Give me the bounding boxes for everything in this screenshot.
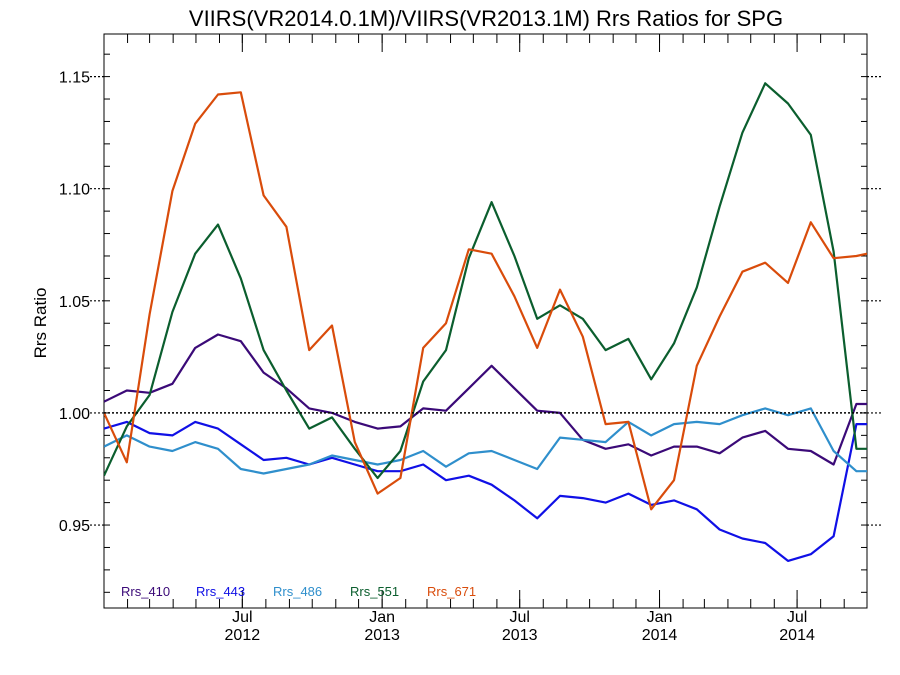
x-tick-month: Jan: [369, 609, 395, 626]
x-tick-month: Jan: [647, 609, 673, 626]
legend-entry-rrs-486: Rrs_486: [273, 584, 322, 599]
series-layer: [104, 82, 867, 563]
y-tick-label: 1.15: [59, 70, 90, 87]
legend-entry-rrs-410: Rrs_410: [121, 584, 170, 599]
x-tick-year: 2014: [779, 627, 815, 644]
x-tick-year: 2012: [225, 627, 261, 644]
y-tick-label: 1.10: [59, 182, 90, 199]
x-tick-year: 2014: [642, 627, 678, 644]
legend: Rrs_410 Rrs_443 Rrs_486 Rrs_551 Rrs_671: [121, 584, 476, 599]
y-tick-label: 1.00: [59, 406, 90, 423]
x-tick-month: Jul: [787, 609, 807, 626]
x-tick-year: 2013: [502, 627, 538, 644]
plot-frame: [103, 33, 868, 609]
axis-ticks: 0.951.001.051.101.15Jul2012Jan2013Jul201…: [59, 34, 881, 644]
series-line-rrs-551: [104, 82, 867, 480]
y-tick-label: 1.05: [59, 294, 90, 311]
series-line-rrs-410: [104, 333, 867, 466]
y-tick-label: 0.95: [59, 518, 90, 535]
y-axis-label: Rrs Ratio: [31, 288, 50, 359]
legend-entry-rrs-671: Rrs_671: [427, 584, 476, 599]
series-line-rrs-671: [104, 91, 867, 511]
series-line-rrs-486: [104, 407, 867, 475]
legend-entry-rrs-551: Rrs_551: [350, 584, 399, 599]
chart-title: VIIRS(VR2014.0.1M)/VIIRS(VR2013.1M) Rrs …: [189, 6, 783, 31]
series-line-rrs-443: [104, 420, 867, 563]
legend-entry-rrs-443: Rrs_443: [196, 584, 245, 599]
x-tick-year: 2013: [364, 627, 400, 644]
x-tick-month: Jul: [509, 609, 529, 626]
x-tick-month: Jul: [232, 609, 252, 626]
